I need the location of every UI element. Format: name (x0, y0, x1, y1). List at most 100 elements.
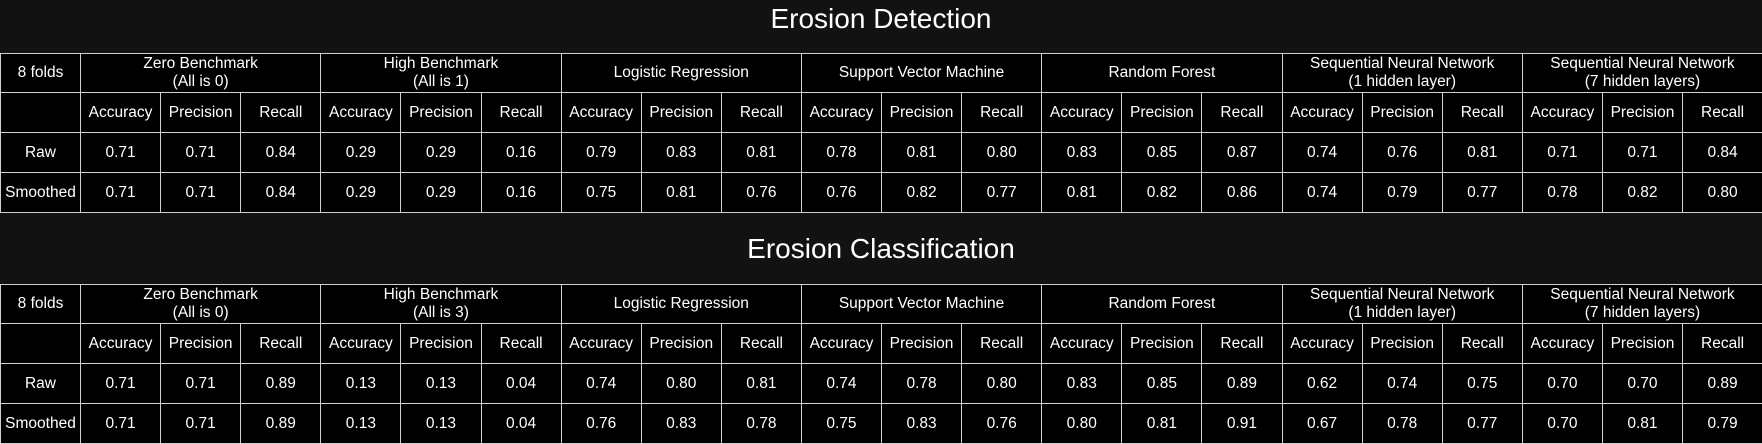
model-subtitle: (7 hidden layers) (1584, 304, 1701, 321)
metric-value: 0.71 (79, 172, 162, 213)
metric-value: 0.78 (800, 132, 883, 173)
metric-value: 0.71 (160, 363, 242, 404)
metric-header: Recall (961, 92, 1043, 133)
metric-value: 0.71 (79, 403, 162, 444)
metric-value: 0.76 (800, 172, 883, 213)
metric-header: Accuracy (1041, 323, 1123, 364)
model-header: Sequential Neural Network (7 hidden layer… (1521, 284, 1762, 324)
metric-value: 0.62 (1281, 363, 1363, 404)
model-header: Sequential Neural Network (7 hidden layer… (1521, 53, 1762, 93)
metric-header: Precision (1601, 92, 1684, 133)
model-subtitle: (1 hidden layer) (1348, 304, 1457, 321)
model-name: High Benchmark (383, 55, 499, 72)
metric-value: 0.29 (320, 132, 402, 173)
metric-value: 0.71 (160, 172, 242, 213)
model-name: Support Vector Machine (838, 64, 1005, 81)
metric-header: Accuracy (800, 92, 883, 133)
model-subtitle: (All is 3) (412, 304, 469, 321)
metric-value: 0.81 (1441, 132, 1523, 173)
model-name: Zero Benchmark (143, 286, 258, 303)
metric-value: 0.13 (320, 403, 402, 444)
metric-header-row: Accuracy Precision Recall Accuracy Precision… (0, 323, 1762, 364)
metric-value: 0.71 (160, 403, 242, 444)
model-name: Zero Benchmark (143, 55, 258, 72)
metric-value: 0.79 (1361, 172, 1443, 213)
metric-value: 0.89 (240, 403, 322, 444)
metric-value: 0.85 (1121, 363, 1203, 404)
metric-value: 0.13 (400, 363, 482, 404)
metric-header: Precision (1601, 323, 1684, 364)
metric-header: Accuracy (560, 323, 642, 364)
model-name: Random Forest (1108, 295, 1216, 312)
metric-value: 0.81 (720, 132, 802, 173)
metric-value: 0.16 (480, 132, 562, 173)
model-subtitle: (All is 0) (172, 304, 229, 321)
metric-header: Precision (400, 92, 482, 133)
metric-value: 0.29 (400, 132, 482, 173)
metric-header: Accuracy (320, 323, 402, 364)
metric-value: 0.77 (1441, 403, 1523, 444)
metric-value: 0.04 (480, 403, 562, 444)
metric-value: 0.81 (640, 172, 722, 213)
metric-value: 0.16 (480, 172, 562, 213)
metric-value: 0.29 (400, 172, 482, 213)
metric-header: Recall (480, 92, 562, 133)
model-subtitle: (7 hidden layers) (1584, 73, 1701, 90)
model-subtitle: (All is 0) (172, 73, 229, 90)
metric-value: 0.71 (1521, 132, 1603, 173)
metric-header: Accuracy (1521, 92, 1603, 133)
model-header: Logistic Regression (560, 53, 802, 93)
metric-value: 0.79 (1682, 403, 1762, 444)
model-header: Random Forest (1041, 284, 1283, 324)
corner-label: 8 folds (0, 284, 81, 324)
metric-value: 0.77 (961, 172, 1043, 213)
model-header: High Benchmark (All is 1) (320, 53, 562, 93)
table-row: Smoothed 0.71 0.71 0.89 0.13 0.13 0.04 0.76 0.83… (0, 403, 1762, 444)
metric-header: Recall (240, 323, 322, 364)
metric-header-row: Accuracy Precision Recall Accuracy Precision… (0, 92, 1762, 133)
metric-value: 0.76 (961, 403, 1043, 444)
row-label: Raw (0, 363, 81, 404)
metric-value: 0.75 (560, 172, 642, 213)
metric-value: 0.71 (79, 363, 162, 404)
metric-value: 0.83 (880, 403, 963, 444)
metric-value: 0.84 (1682, 132, 1762, 173)
metric-value: 0.70 (1601, 363, 1684, 404)
metric-value: 0.81 (1041, 172, 1123, 213)
metric-value: 0.71 (160, 132, 242, 173)
metric-value: 0.70 (1521, 363, 1603, 404)
model-header-row: 8 folds Zero Benchmark (All is 0) High Benc… (0, 284, 1762, 324)
metric-header: Recall (1682, 92, 1762, 133)
metric-header: Precision (1361, 92, 1443, 133)
metric-header: Accuracy (1281, 92, 1363, 133)
metric-value: 0.29 (320, 172, 402, 213)
model-name: Random Forest (1108, 64, 1216, 81)
corner-label: 8 folds (0, 53, 81, 93)
metric-value: 0.74 (560, 363, 642, 404)
model-header: Zero Benchmark (All is 0) (79, 53, 322, 93)
metric-value: 0.80 (961, 363, 1043, 404)
metric-value: 0.89 (240, 363, 322, 404)
metric-value: 0.91 (1201, 403, 1283, 444)
metric-value: 0.83 (1041, 363, 1123, 404)
row-label: Smoothed (0, 172, 81, 213)
metric-header: Recall (480, 323, 562, 364)
metric-header: Precision (1121, 92, 1203, 133)
model-header: Sequential Neural Network (1 hidden layer… (1281, 284, 1523, 324)
metric-value: 0.89 (1201, 363, 1283, 404)
metric-header: Recall (1441, 92, 1523, 133)
model-subtitle: (All is 1) (412, 73, 469, 90)
metric-header: Precision (880, 92, 963, 133)
metric-header: Accuracy (79, 323, 162, 364)
metric-value: 0.81 (720, 363, 802, 404)
metric-header: Precision (160, 92, 242, 133)
metric-value: 0.67 (1281, 403, 1363, 444)
metric-value: 0.89 (1682, 363, 1762, 404)
metric-header: Accuracy (800, 323, 883, 364)
metric-header: Recall (1201, 92, 1283, 133)
metric-value: 0.13 (320, 363, 402, 404)
model-name: Sequential Neural Network (1309, 286, 1495, 303)
model-name: Logistic Regression (613, 64, 749, 81)
metric-value: 0.13 (400, 403, 482, 444)
model-subtitle: (1 hidden layer) (1348, 73, 1457, 90)
